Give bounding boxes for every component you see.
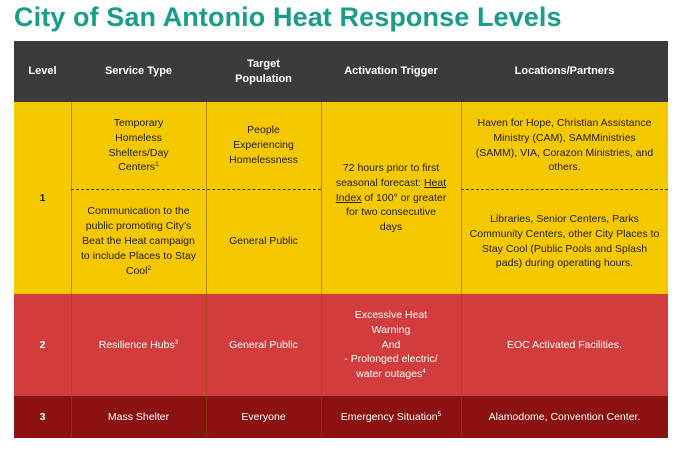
level-1-activation-trigger: 72 hours prior to first seasonal forecas… (321, 102, 461, 294)
footnote-2: 2 (147, 264, 152, 272)
level-1-subrow-divider (461, 189, 668, 190)
level-2-service-text: Resilience Hubs (98, 338, 175, 351)
level-1-service-communication-text: Communication to the public promoting Ci… (81, 205, 196, 277)
level-3-label: 3 (14, 396, 71, 438)
level-2-locations: EOC Activated Facilities. (461, 294, 668, 396)
level-2-activation-trigger: Excessive Heat Warning And - Prolonged e… (321, 294, 461, 396)
header-activation-trigger: Activation Trigger (321, 41, 461, 102)
level-2-label: 2 (14, 294, 71, 396)
level-1-label: 1 (14, 102, 71, 294)
page-title: City of San Antonio Heat Response Levels (14, 2, 562, 32)
level-1-service-communication: Communication to the public promoting Ci… (71, 189, 206, 294)
level-3-activation-trigger: Emergency Situation5 (321, 396, 461, 438)
level-2-trigger-and: And (381, 338, 401, 351)
level-2-trigger-warning: Excessive Heat Warning (354, 308, 428, 336)
level-1-locations-shelters: Haven for Hope, Christian Assistance Min… (461, 102, 668, 189)
level-1-service-shelters: Temporary Homeless Shelters/Day Centers1 (71, 102, 206, 189)
level-3-locations: Alamodome, Convention Center. (461, 396, 668, 438)
footnote-5: 5 (437, 410, 442, 418)
column-divider (206, 102, 207, 438)
column-divider (71, 102, 72, 438)
level-1-trigger-rest: of 100° or greater for two consecutive d… (346, 191, 447, 234)
column-divider (321, 102, 322, 438)
footnote-4: 4 (422, 368, 426, 376)
heat-index-link[interactable]: Heat Index (335, 176, 447, 204)
level-1-subrow-divider (71, 189, 321, 190)
heat-response-table: Level Service Type Target Population Act… (14, 41, 668, 438)
column-divider (461, 102, 462, 438)
level-1-population-homeless: People Experiencing Homelessness (206, 102, 321, 189)
level-3-trigger-text: Emergency Situation (340, 410, 438, 423)
level-1-trigger-intro: 72 hours prior to first seasonal forecas… (335, 161, 440, 189)
header-level: Level (14, 41, 71, 102)
header-service-type: Service Type (71, 41, 206, 102)
footnote-1: 1 (155, 161, 159, 169)
level-3-service: Mass Shelter (71, 396, 206, 438)
header-target-population: Target Population (206, 41, 321, 102)
level-2-population: General Public (206, 294, 321, 396)
footnote-3: 3 (174, 338, 179, 346)
level-2-trigger-outages: - Prolonged electric/ water outages (344, 353, 438, 381)
level-2-service: Resilience Hubs3 (71, 294, 206, 396)
level-3-population: Everyone (206, 396, 321, 438)
level-1-population-public: General Public (206, 189, 321, 294)
level-1-service-shelters-text: Temporary Homeless Shelters/Day Centers (108, 116, 169, 174)
header-locations-partners: Locations/Partners (461, 41, 668, 102)
level-1-locations-public: Libraries, Senior Centers, Parks Communi… (461, 189, 668, 294)
